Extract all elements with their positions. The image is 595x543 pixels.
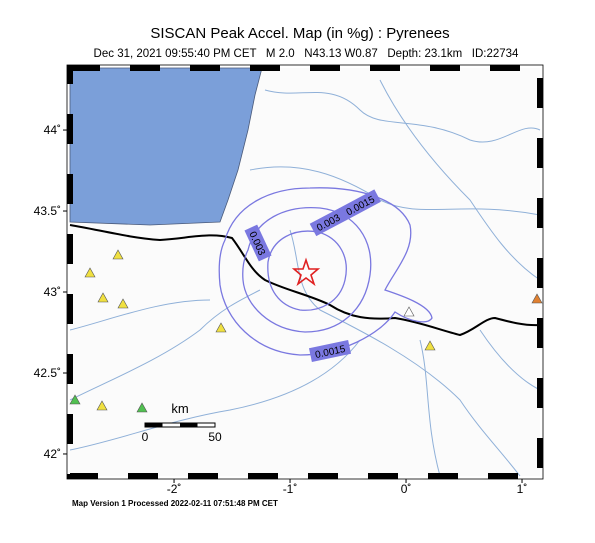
x-tick-label: -1˚ — [283, 482, 298, 496]
y-tick-label: 43˚ — [44, 285, 61, 299]
event-info: Dec 31, 2021 09:55:40 PM CET M 2.0 N43.1… — [94, 48, 519, 60]
x-tick-label: 0˚ — [401, 482, 412, 496]
contours — [218, 187, 433, 356]
y-tick-label: 42.5˚ — [34, 366, 61, 380]
footer: Map Version 1 Processed 2022-02-11 07:51… — [72, 499, 278, 508]
scale-label: 50 — [208, 430, 222, 444]
ocean — [69, 67, 263, 226]
frame-outline — [66, 64, 544, 480]
map-title: SISCAN Peak Accel. Map (in %g) : Pyrenee… — [150, 25, 449, 42]
scale-bar: km 0 50 — [142, 401, 222, 444]
y-tick-label: 43.5˚ — [34, 204, 61, 218]
stations — [69, 249, 543, 413]
x-tick-label: 1˚ — [517, 482, 528, 496]
y-tick-label: 44˚ — [44, 123, 61, 137]
frame — [67, 65, 543, 479]
epicenter — [291, 257, 321, 287]
border — [69, 224, 541, 337]
scale-unit: km — [171, 401, 188, 416]
rivers — [69, 79, 541, 477]
scale-label: 0 — [142, 430, 149, 444]
x-tick-label: -2˚ — [167, 482, 182, 496]
y-tick-label: 42˚ — [44, 447, 61, 461]
